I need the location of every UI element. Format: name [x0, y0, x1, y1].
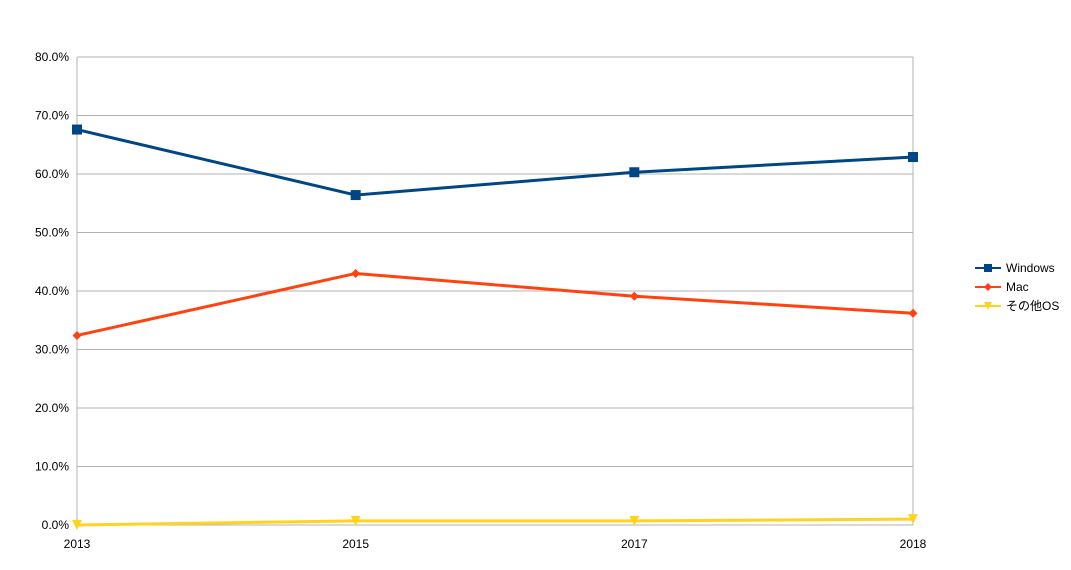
- data-point: [72, 520, 82, 530]
- y-tick-label: 50.0%: [35, 226, 69, 240]
- series-line: [76, 517, 914, 527]
- data-point: [629, 291, 639, 301]
- x-axis: 2013 2015 2017 2018: [64, 537, 927, 551]
- y-tick-label: 10.0%: [35, 460, 69, 474]
- data-point: [72, 124, 82, 135]
- series-その他OS: [72, 514, 918, 530]
- legend-item: Mac: [975, 280, 1029, 294]
- y-tick-label: 70.0%: [35, 109, 69, 123]
- y-tick-label: 80.0%: [35, 50, 69, 64]
- plot-area: [76, 57, 914, 525]
- x-tick-label: 2013: [64, 537, 91, 551]
- legend-marker: [984, 264, 992, 272]
- legend-label: Mac: [1006, 280, 1029, 294]
- data-point: [629, 515, 640, 526]
- y-axis: 0.0% 10.0% 20.0% 30.0% 40.0% 50.0% 60.0% 70.0% 8…: [35, 50, 69, 532]
- series-line: [76, 128, 914, 197]
- data-point: [908, 514, 918, 525]
- y-tick-label: 40.0%: [35, 284, 69, 298]
- y-tick-label: 30.0%: [35, 343, 69, 357]
- y-tick-label: 20.0%: [35, 401, 69, 415]
- data-point: [350, 515, 361, 526]
- legend-marker: [984, 283, 992, 291]
- x-tick-label: 2017: [621, 537, 648, 551]
- legend-label: Windows: [1006, 261, 1055, 275]
- series-Mac: [72, 268, 918, 340]
- x-tick-label: 2015: [342, 537, 369, 551]
- legend-item: その他OS: [975, 299, 1059, 313]
- x-tick-label: 2018: [900, 537, 927, 551]
- legend: Windows Mac その他OS: [975, 261, 1059, 313]
- data-point: [351, 268, 361, 278]
- series-layer: [72, 124, 918, 530]
- series-Windows: [72, 124, 918, 201]
- data-point: [72, 330, 82, 340]
- data-point: [629, 167, 640, 178]
- grid-lines: [77, 56, 913, 526]
- data-point: [350, 190, 361, 201]
- data-point: [908, 152, 918, 163]
- legend-label: その他OS: [1006, 299, 1059, 313]
- legend-item: Windows: [975, 261, 1055, 275]
- legend-marker: [984, 302, 992, 310]
- data-point: [908, 308, 918, 318]
- series-line: [76, 271, 914, 337]
- y-tick-label: 60.0%: [35, 167, 69, 181]
- y-tick-label: 0.0%: [42, 518, 70, 532]
